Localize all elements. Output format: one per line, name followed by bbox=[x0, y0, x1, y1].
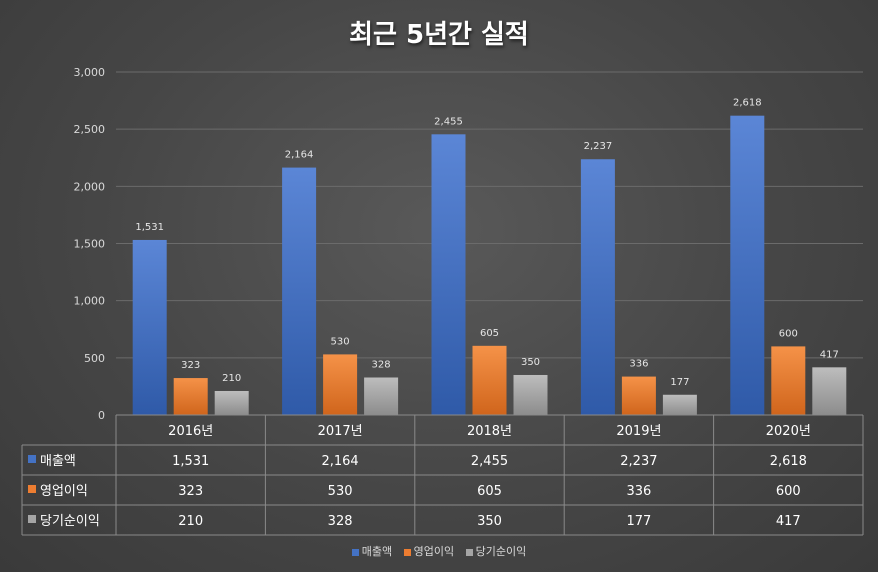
table-cell: 2,455 bbox=[471, 454, 508, 469]
data-label: 2,618 bbox=[733, 98, 762, 109]
y-tick-label: 500 bbox=[84, 352, 105, 365]
legend: 매출액 영업이익 당기순이익 bbox=[0, 543, 878, 559]
bar-2-2 bbox=[513, 374, 548, 415]
table-cell: 2,164 bbox=[321, 454, 358, 469]
table-series-name: 당기순이익 bbox=[40, 514, 100, 529]
x-category-label: 2020년 bbox=[766, 424, 811, 439]
data-label: 600 bbox=[779, 328, 798, 339]
y-tick-label: 1,500 bbox=[74, 238, 106, 251]
data-label: 2,455 bbox=[434, 116, 463, 127]
data-labels: 1,531 323 210 2,164 530 328 2,455 605 350 2,237 33… bbox=[135, 98, 838, 388]
table-cell: 210 bbox=[178, 514, 203, 529]
table-cell: 328 bbox=[328, 514, 353, 529]
data-label: 417 bbox=[820, 349, 839, 360]
bar-2-1 bbox=[364, 377, 399, 415]
data-label: 605 bbox=[480, 328, 499, 339]
table-cell: 605 bbox=[477, 484, 502, 499]
bar-0-1 bbox=[282, 167, 317, 415]
table-cell: 2,237 bbox=[620, 454, 657, 469]
bar-0-3 bbox=[580, 159, 615, 415]
data-label: 336 bbox=[629, 359, 648, 370]
table-cell: 350 bbox=[477, 514, 502, 529]
legend-item-revenue: 매출액 bbox=[351, 543, 393, 559]
table-cell: 530 bbox=[328, 484, 353, 499]
y-axis-ticks: 0 500 1,000 1,500 2,000 2,500 3,000 bbox=[74, 66, 106, 422]
bar-1-1 bbox=[323, 354, 358, 415]
data-label: 177 bbox=[670, 377, 689, 388]
x-category-label: 2019년 bbox=[616, 424, 661, 439]
table-cell: 177 bbox=[626, 514, 651, 529]
table-cell: 2,618 bbox=[770, 454, 807, 469]
legend-swatch-operating-profit bbox=[403, 548, 411, 556]
bar-1-4 bbox=[771, 346, 806, 415]
x-category-label: 2018년 bbox=[467, 424, 512, 439]
table-cell: 336 bbox=[626, 484, 651, 499]
table-legend-swatch bbox=[28, 515, 36, 523]
bar-0-0 bbox=[132, 239, 167, 415]
data-label: 210 bbox=[222, 373, 241, 384]
table-legend-swatch bbox=[28, 485, 36, 493]
data-label: 350 bbox=[521, 357, 540, 368]
bar-1-0 bbox=[173, 378, 208, 415]
table-series-name: 매출액 bbox=[40, 454, 76, 469]
table-cell: 417 bbox=[776, 514, 801, 529]
table-series-name: 영업이익 bbox=[40, 484, 88, 499]
legend-swatch-revenue bbox=[351, 548, 359, 556]
data-label: 1,531 bbox=[135, 222, 164, 233]
y-tick-label: 2,500 bbox=[74, 123, 106, 136]
legend-item-operating-profit: 영업이익 bbox=[403, 543, 455, 559]
legend-label-revenue: 매출액 bbox=[361, 545, 393, 558]
bar-2-3 bbox=[662, 394, 697, 415]
x-category-label: 2017년 bbox=[318, 424, 363, 439]
y-tick-label: 1,000 bbox=[74, 295, 106, 308]
data-label: 2,237 bbox=[584, 141, 613, 152]
table-cell: 1,531 bbox=[172, 454, 209, 469]
bar-0-4 bbox=[730, 115, 765, 416]
bar-2-0 bbox=[214, 390, 249, 415]
table-cell: 323 bbox=[178, 484, 203, 499]
bar-2-4 bbox=[812, 367, 847, 415]
legend-label-operating-profit: 영업이익 bbox=[413, 545, 455, 558]
y-tick-label: 2,000 bbox=[74, 180, 106, 193]
y-tick-label: 0 bbox=[98, 409, 105, 422]
bars bbox=[132, 115, 847, 416]
legend-label-net-income: 당기순이익 bbox=[475, 545, 527, 558]
legend-swatch-net-income bbox=[465, 548, 473, 556]
y-tick-label: 3,000 bbox=[74, 66, 106, 79]
table-cell: 600 bbox=[776, 484, 801, 499]
data-label: 2,164 bbox=[285, 150, 314, 161]
data-label: 530 bbox=[331, 336, 350, 347]
table-legend-swatch bbox=[28, 455, 36, 463]
legend-item-net-income: 당기순이익 bbox=[465, 543, 527, 559]
data-label: 323 bbox=[181, 360, 200, 371]
bar-1-2 bbox=[472, 345, 507, 415]
bar-1-3 bbox=[621, 376, 656, 415]
data-label: 328 bbox=[372, 359, 391, 370]
chart-title: 최근 5년간 실적 bbox=[349, 20, 529, 50]
x-category-label: 2016년 bbox=[168, 424, 213, 439]
bar-0-2 bbox=[431, 134, 466, 416]
